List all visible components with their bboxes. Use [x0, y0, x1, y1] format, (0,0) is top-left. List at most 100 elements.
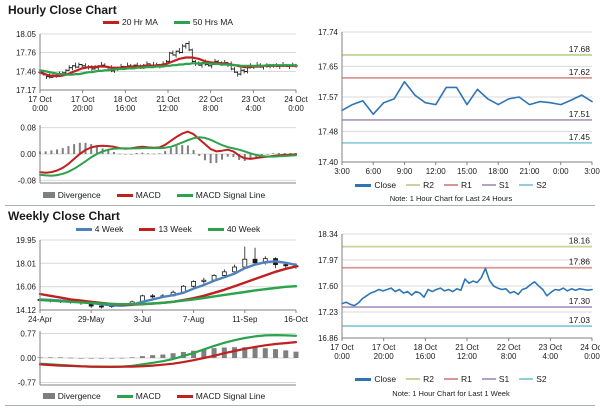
legend-label: S2	[536, 374, 547, 384]
legend-label: 40 Week	[226, 224, 261, 234]
svg-text:0:00: 0:00	[553, 167, 569, 176]
legend-item-divergence: Divergence	[42, 391, 101, 401]
legend-swatch	[139, 227, 156, 231]
legend-item-macd-signal: MACD Signal Line	[176, 190, 266, 200]
svg-text:17.17: 17.17	[16, 86, 37, 95]
legend-label: MACD Signal Line	[195, 391, 266, 401]
weekly-macd-chart: 0.77 0.00 -0.77	[18, 330, 299, 387]
legend-label: R2	[423, 374, 434, 384]
svg-text:17.86: 17.86	[569, 257, 591, 267]
svg-text:18.34: 18.34	[318, 230, 339, 239]
svg-text:17.51: 17.51	[569, 109, 591, 119]
legend-item-40-week: 40 Week	[207, 224, 261, 234]
legend-item-50hr-ma: 50 Hrs MA	[173, 17, 234, 27]
legend-label: 50 Hrs MA	[192, 17, 234, 27]
legend-swatch	[102, 20, 119, 24]
svg-text:18:00: 18:00	[488, 167, 509, 176]
svg-text:16.86: 16.86	[318, 334, 339, 343]
svg-text:17.60: 17.60	[318, 282, 339, 291]
legend-label: R1	[460, 374, 472, 384]
legend-swatch	[116, 394, 133, 398]
svg-text:17.57: 17.57	[318, 93, 339, 102]
svg-text:16-Oct: 16-Oct	[284, 315, 309, 324]
legend-swatch	[42, 192, 55, 198]
svg-text:11-Sep: 11-Sep	[232, 315, 258, 324]
weekly-macd-legend: Divergence MACD MACD Signal Line	[8, 391, 300, 401]
legend-item-r1: R1	[443, 374, 472, 384]
svg-text:3:00: 3:00	[334, 167, 350, 176]
legend-item-r2: R2	[406, 374, 434, 384]
svg-text:3-Jul: 3-Jul	[134, 315, 152, 324]
svg-text:17.48: 17.48	[318, 127, 339, 136]
svg-text:14.12: 14.12	[16, 306, 37, 315]
weekly-pivot-chart: 18.34 17.97 17.60 17.23 16.86 18.16 17.86 17.30…	[318, 230, 600, 361]
svg-text:17.46: 17.46	[16, 68, 37, 77]
legend-swatch	[481, 378, 496, 380]
legend-label: Divergence	[57, 391, 101, 401]
legend-item-macd-signal: MACD Signal Line	[176, 391, 266, 401]
legend-label: R2	[423, 180, 434, 190]
legend-label: Close	[374, 374, 397, 384]
svg-text:17.30: 17.30	[569, 296, 591, 306]
legend-label: 13 Week	[158, 224, 192, 234]
svg-text:9:00: 9:00	[397, 167, 413, 176]
legend-label: S1	[498, 180, 510, 190]
svg-text:0.00: 0.00	[20, 150, 36, 159]
legend-label: Close	[374, 180, 397, 190]
svg-text:21:00: 21:00	[519, 167, 540, 176]
legend-item-macd: MACD	[116, 190, 161, 200]
legend-label: S2	[536, 180, 547, 190]
legend-label: MACD Signal Line	[195, 190, 266, 200]
legend-item-s1: S1	[481, 180, 510, 190]
weekly-price-legend: 4 Week 13 Week 40 Week	[40, 224, 296, 234]
svg-text:17.03: 17.03	[569, 315, 591, 325]
svg-text:0.77: 0.77	[20, 330, 36, 339]
legend-item-s2: S2	[519, 374, 547, 384]
legend-item-macd: MACD	[116, 391, 161, 401]
svg-text:18.05: 18.05	[16, 30, 37, 39]
legend-label: 20 Hr MA	[121, 17, 158, 27]
svg-text:17.62: 17.62	[569, 67, 591, 77]
svg-text:3:00: 3:00	[584, 167, 600, 176]
legend-swatch	[443, 378, 458, 380]
weekly-section-title: Weekly Close Chart	[8, 209, 120, 223]
section-divider	[5, 205, 595, 206]
legend-swatch	[519, 184, 534, 186]
legend-swatch	[116, 193, 133, 197]
svg-text:0.00: 0.00	[20, 354, 36, 363]
weekly-pivot-note: Note: 1 Hour Chart for Last 1 Week	[392, 389, 510, 398]
svg-text:17.97: 17.97	[318, 256, 339, 265]
weekly-pivot-legend: Close R2 R1 S1 S2	[306, 374, 596, 384]
svg-text:17.23: 17.23	[318, 308, 339, 317]
legend-item-close: Close	[355, 180, 396, 190]
hourly-section-title: Hourly Close Chart	[8, 3, 117, 17]
hourly-pivot-legend: Close R2 R1 S1 S2	[306, 180, 596, 190]
legend-swatch	[207, 227, 224, 231]
svg-text:12:00: 12:00	[426, 167, 447, 176]
svg-text:18.01: 18.01	[16, 259, 37, 268]
svg-text:29-May: 29-May	[78, 315, 105, 324]
legend-item-close: Close	[355, 374, 396, 384]
svg-text:6:00: 6:00	[365, 167, 381, 176]
svg-text:-0.77: -0.77	[18, 378, 37, 387]
svg-text:7-Aug: 7-Aug	[183, 315, 204, 324]
svg-text:17.65: 17.65	[318, 62, 339, 71]
legend-swatch	[355, 183, 372, 187]
svg-text:17.68: 17.68	[569, 44, 591, 54]
legend-item-20hr-ma: 20 Hr MA	[102, 17, 158, 27]
svg-text:18.16: 18.16	[569, 236, 591, 246]
svg-text:15:00: 15:00	[457, 167, 478, 176]
